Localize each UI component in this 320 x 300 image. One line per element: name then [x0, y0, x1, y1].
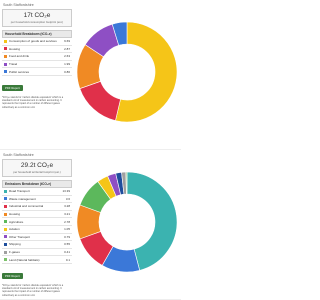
row-label: Waste management	[9, 196, 36, 201]
breakdown-row: Shipping 0.55	[2, 241, 72, 249]
breakdown-row: Housing 3.21	[2, 211, 72, 219]
row-value: 0.55	[64, 242, 70, 247]
breakdown-row: Agriculture 2.78	[2, 218, 72, 226]
row-label: Land (Natural habitats)	[9, 257, 40, 262]
row-value: 2.63	[64, 54, 70, 59]
row-label: Aviation	[9, 227, 20, 232]
breakdown-row: Land (Natural habitats) 0.1	[2, 256, 72, 264]
swatch	[4, 62, 7, 66]
breakdown-row: Food and drink 2.63	[2, 53, 72, 61]
row-label: Housing	[9, 212, 21, 217]
row-value: 3.28	[64, 204, 70, 209]
row-label: Agriculture	[9, 219, 24, 224]
row-value: 13.39	[62, 189, 70, 194]
swatch	[4, 227, 7, 231]
row-label: Public services	[9, 69, 30, 74]
row-value: 0.1	[65, 257, 70, 262]
row-value: 1.05	[64, 227, 70, 232]
donut-segment	[125, 171, 128, 195]
donut-segment	[115, 21, 178, 123]
sidebar: South Staffordshire 17t CO₂e per household…	[2, 2, 72, 109]
breakdown-row: Housing 2.87	[2, 46, 72, 54]
breakdown-row: Other Transport 0.79	[2, 234, 72, 242]
row-label: Housing	[9, 46, 21, 51]
row-value: 3.6	[65, 196, 70, 201]
region: South Staffordshire	[3, 153, 34, 157]
page: South Staffordshire 17t CO₂e per household…	[0, 0, 181, 300]
region: South Staffordshire	[3, 3, 34, 7]
row-value: 9.69	[64, 39, 70, 44]
donut-segment	[79, 80, 121, 122]
headline: 29.2t CO₂e	[20, 162, 54, 169]
row-value: 0.41	[64, 250, 70, 255]
sidebar: South Staffordshire 29.2t CO₂e per househo…	[2, 152, 72, 297]
row-value: 3.21	[64, 212, 70, 217]
swatch	[4, 70, 7, 74]
breakdown-row: F-gases 0.41	[2, 249, 72, 257]
row-label: Other Transport	[9, 234, 31, 239]
swatch	[4, 197, 7, 201]
breakdown-row: Travel 1.99	[2, 61, 72, 69]
panel: South Staffordshire 17t CO₂e per household…	[0, 0, 181, 150]
panel: South Staffordshire 29.2t CO₂e per househo…	[0, 150, 181, 300]
footnote: *tCO₂e stands for 'carbon dioxide equiva…	[2, 283, 64, 297]
row-value: 0.79	[64, 234, 70, 239]
breakdown-row: Aviation 1.05	[2, 226, 72, 234]
row-label: F-gases	[9, 250, 20, 255]
swatch	[4, 212, 7, 216]
row-value: 0.86	[64, 69, 70, 74]
breakdown-title: Emissions Breakdown (tCO₂e)	[2, 180, 72, 188]
headline-note: per household territorial footprint (est…	[13, 170, 61, 174]
row-value: 2.78	[64, 219, 70, 224]
swatch	[4, 47, 7, 51]
breakdown-row: Industrial and commercial 3.28	[2, 203, 72, 211]
swatch	[4, 39, 7, 43]
swatch	[4, 54, 7, 58]
swatch	[4, 204, 7, 208]
pdf-button[interactable]: PDF Report	[2, 272, 23, 279]
donut-segment	[111, 21, 128, 46]
headline-box: 29.2t CO₂e per household territorial foot…	[2, 159, 72, 177]
swatch	[4, 189, 7, 193]
donut-chart	[76, 171, 178, 273]
swatch	[4, 220, 7, 224]
footnote: *tCO₂e stands for 'carbon dioxide equiva…	[2, 95, 64, 109]
breakdown-row: Consumption of goods and services 9.69	[2, 38, 72, 46]
row-label: Food and drink	[9, 54, 30, 59]
donut-segment	[126, 171, 178, 271]
row-value: 2.87	[64, 46, 70, 51]
breakdown-title: Household Breakdown (tCO₂e)	[2, 30, 72, 38]
pdf-button[interactable]: PDF Report	[2, 84, 23, 91]
donut-chart	[76, 21, 178, 123]
row-label: Consumption of goods and services	[9, 39, 57, 44]
breakdown-row: Waste management 3.6	[2, 196, 72, 204]
row-label: Shipping	[9, 242, 21, 247]
swatch	[4, 258, 7, 262]
breakdown-row: Public services 0.86	[2, 68, 72, 76]
row-label: Travel	[9, 62, 18, 67]
headline: 17t CO₂e	[23, 12, 51, 19]
swatch	[4, 250, 7, 254]
row-label: Road Transport	[9, 189, 30, 194]
row-label: Industrial and commercial	[9, 204, 44, 209]
row-value: 1.99	[64, 62, 70, 67]
swatch	[4, 242, 7, 246]
breakdown-row: Road Transport 13.39	[2, 188, 72, 196]
headline-box: 17t CO₂e per household consumption footpr…	[2, 9, 72, 27]
swatch	[4, 235, 7, 239]
headline-note: per household consumption footprint (est…	[10, 20, 64, 24]
